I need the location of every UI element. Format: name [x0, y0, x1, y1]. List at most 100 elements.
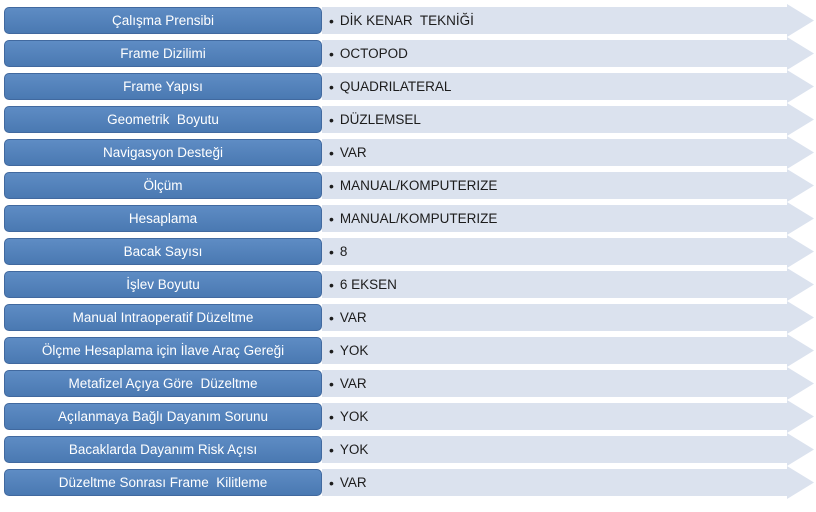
row-value-line: • DÜZLEMSEL: [329, 103, 421, 136]
arrow-shape: [322, 169, 814, 202]
row-value-line: • MANUAL/KOMPUTERIZE: [329, 169, 497, 202]
row-value-line: • YOK: [329, 334, 368, 367]
arrow-shape: [322, 400, 814, 433]
table-row: Hesaplama • MANUAL/KOMPUTERIZE: [4, 202, 816, 235]
table-row: Frame Yapısı • QUADRILATERAL: [4, 70, 816, 103]
arrow-shape: [322, 268, 814, 301]
row-label-box: Ölçme Hesaplama için İlave Araç Gereği: [4, 337, 322, 364]
rows: Çalışma Prensibi • DİK KENAR TEKNİĞİ Fram…: [4, 4, 816, 499]
bullet-icon: •: [329, 375, 334, 392]
bullet-icon: •: [329, 342, 334, 359]
row-value-arrow: • VAR: [322, 301, 816, 334]
row-label: Frame Dizilimi: [120, 45, 206, 61]
row-label: Hesaplama: [128, 210, 198, 226]
row-label: Geometrik Boyutu: [107, 111, 219, 127]
row-label: Ölçme Hesaplama için İlave Araç Gereği: [41, 342, 285, 358]
row-value-arrow: • VAR: [322, 136, 816, 169]
bullet-icon: •: [329, 177, 334, 194]
row-value-arrow: • YOK: [322, 400, 816, 433]
row-value-line: • OCTOPOD: [329, 37, 408, 70]
row-value-line: • VAR: [329, 136, 367, 169]
row-value-arrow: • VAR: [322, 367, 816, 400]
row-label: Navigasyon Desteği: [102, 144, 224, 160]
row-value-line: • MANUAL/KOMPUTERIZE: [329, 202, 497, 235]
row-value: YOK: [339, 409, 369, 424]
row-label-box: İşlev Boyutu: [4, 271, 322, 298]
row-value-line: • YOK: [329, 400, 368, 433]
row-label: Ölçüm: [143, 177, 183, 193]
bullet-icon: •: [329, 408, 334, 425]
row-value-line: • YOK: [329, 433, 368, 466]
row-value: QUADRILATERAL: [339, 79, 452, 94]
table-row: Çalışma Prensibi • DİK KENAR TEKNİĞİ: [4, 4, 816, 37]
row-label: Açılanmaya Bağlı Dayanım Sorunu: [57, 408, 269, 424]
row-label-box: Ölçüm: [4, 172, 322, 199]
row-value: MANUAL/KOMPUTERIZE: [339, 178, 498, 193]
row-value: VAR: [339, 145, 367, 160]
arrow-shape: [322, 334, 814, 367]
row-value-line: • VAR: [329, 301, 367, 334]
bullet-icon: •: [329, 441, 334, 458]
row-label-box: Açılanmaya Bağlı Dayanım Sorunu: [4, 403, 322, 430]
row-value-arrow: • VAR: [322, 466, 816, 499]
row-value: OCTOPOD: [339, 46, 408, 61]
row-value-line: • VAR: [329, 466, 367, 499]
bullet-icon: •: [329, 78, 334, 95]
row-value: 6 EKSEN: [339, 277, 397, 292]
row-value-arrow: • YOK: [322, 334, 816, 367]
table-row: Metafizel Açıya Göre Düzeltme • VAR: [4, 367, 816, 400]
row-label-box: Bacaklarda Dayanım Risk Açısı: [4, 436, 322, 463]
row-value-line: • VAR: [329, 367, 367, 400]
table-row: İşlev Boyutu • 6 EKSEN: [4, 268, 816, 301]
row-label: Çalışma Prensibi: [111, 12, 215, 28]
row-value-arrow: • DİK KENAR TEKNİĞİ: [322, 4, 816, 37]
row-label-box: Çalışma Prensibi: [4, 7, 322, 34]
bullet-icon: •: [329, 243, 334, 260]
row-value: 8: [339, 244, 348, 259]
bullet-icon: •: [329, 111, 334, 128]
table-row: Bacak Sayısı • 8: [4, 235, 816, 268]
arrow-shape: [322, 466, 814, 499]
arrow-shape: [322, 103, 814, 136]
arrow-shape: [322, 70, 814, 103]
table-row: Manual Intraoperatif Düzeltme • VAR: [4, 301, 816, 334]
row-label-box: Düzeltme Sonrası Frame Kilitleme: [4, 469, 322, 496]
row-value-arrow: • MANUAL/KOMPUTERIZE: [322, 169, 816, 202]
row-label-box: Frame Yapısı: [4, 73, 322, 100]
arrow-shape: [322, 433, 814, 466]
row-value-line: • 8: [329, 235, 347, 268]
table-row: Ölçme Hesaplama için İlave Araç Gereği •…: [4, 334, 816, 367]
row-value: VAR: [339, 310, 367, 325]
bullet-icon: •: [329, 144, 334, 161]
arrow-shape: [322, 367, 814, 400]
arrow-shape: [322, 301, 814, 334]
row-label: Bacak Sayısı: [123, 243, 203, 259]
arrow-shape: [322, 37, 814, 70]
arrow-shape: [322, 4, 814, 37]
table-row: Düzeltme Sonrası Frame Kilitleme • VAR: [4, 466, 816, 499]
bullet-icon: •: [329, 210, 334, 227]
row-value: YOK: [339, 442, 369, 457]
row-label: İşlev Boyutu: [126, 276, 200, 292]
arrow-shape: [322, 235, 814, 268]
row-label-box: Hesaplama: [4, 205, 322, 232]
row-value-line: • DİK KENAR TEKNİĞİ: [329, 4, 474, 37]
row-label-box: Manual Intraoperatif Düzeltme: [4, 304, 322, 331]
table-row: Açılanmaya Bağlı Dayanım Sorunu • YOK: [4, 400, 816, 433]
row-value: YOK: [339, 343, 369, 358]
row-label-box: Metafizel Açıya Göre Düzeltme: [4, 370, 322, 397]
row-value-line: • 6 EKSEN: [329, 268, 397, 301]
row-label: Manual Intraoperatif Düzeltme: [72, 309, 254, 325]
row-label: Frame Yapısı: [123, 78, 203, 94]
bullet-icon: •: [329, 309, 334, 326]
row-value: VAR: [339, 475, 367, 490]
row-label: Bacaklarda Dayanım Risk Açısı: [68, 441, 258, 457]
row-value-arrow: • OCTOPOD: [322, 37, 816, 70]
row-value: MANUAL/KOMPUTERIZE: [339, 211, 498, 226]
row-value-arrow: • DÜZLEMSEL: [322, 103, 816, 136]
table-row: Bacaklarda Dayanım Risk Açısı • YOK: [4, 433, 816, 466]
row-value: DİK KENAR TEKNİĞİ: [339, 13, 474, 28]
row-label-box: Navigasyon Desteği: [4, 139, 322, 166]
row-label: Metafizel Açıya Göre Düzeltme: [68, 375, 258, 391]
row-value: VAR: [339, 376, 367, 391]
